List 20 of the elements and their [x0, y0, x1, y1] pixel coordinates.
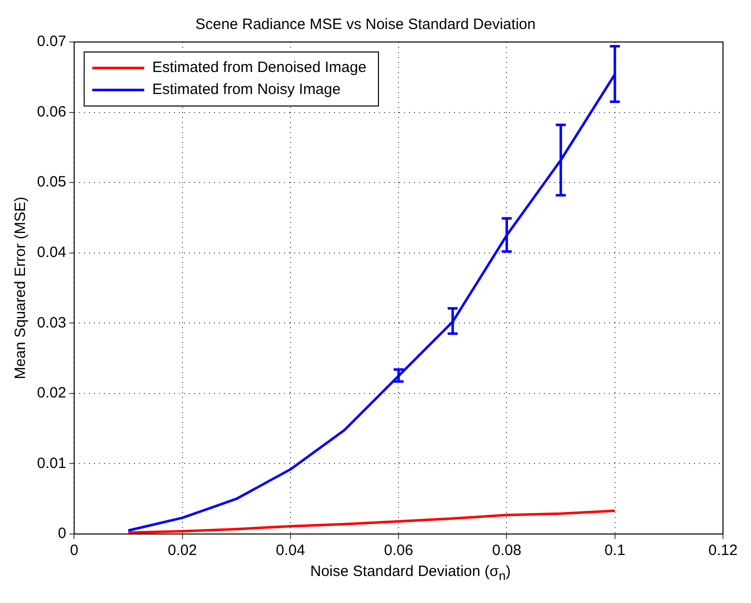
x-tick-label: 0.04 — [276, 542, 306, 560]
y-axis-title: Mean Squared Error (MSE) — [12, 196, 30, 380]
x-tick-label: 0 — [70, 542, 78, 560]
y-tick-label: 0.01 — [36, 454, 66, 472]
x-tick-label: 0.08 — [492, 542, 522, 560]
y-tick-label: 0.03 — [36, 314, 66, 332]
x-tick-label: 0.1 — [604, 542, 626, 560]
chart-title: Scene Radiance MSE vs Noise Standard Deviation — [195, 16, 536, 34]
y-tick-label: 0.05 — [36, 174, 66, 191]
x-tick-label: 0.12 — [708, 542, 738, 560]
y-tick-label: 0.07 — [36, 33, 66, 50]
y-tick-label: 0 — [58, 525, 66, 542]
x-tick-label: 0.06 — [384, 542, 414, 560]
x-tick-label: 0.02 — [168, 542, 197, 560]
x-axis-title: Noise Standard Deviation (σ$_{n}$) — [309, 563, 512, 583]
legend-label: Estimated from Noisy Image — [152, 81, 341, 98]
y-tick-label: 0.06 — [36, 103, 66, 120]
y-tick-label: 0.04 — [36, 244, 66, 261]
legend-label: Estimated from Denoised Image — [152, 59, 366, 76]
y-tick-label: 0.02 — [36, 384, 66, 402]
